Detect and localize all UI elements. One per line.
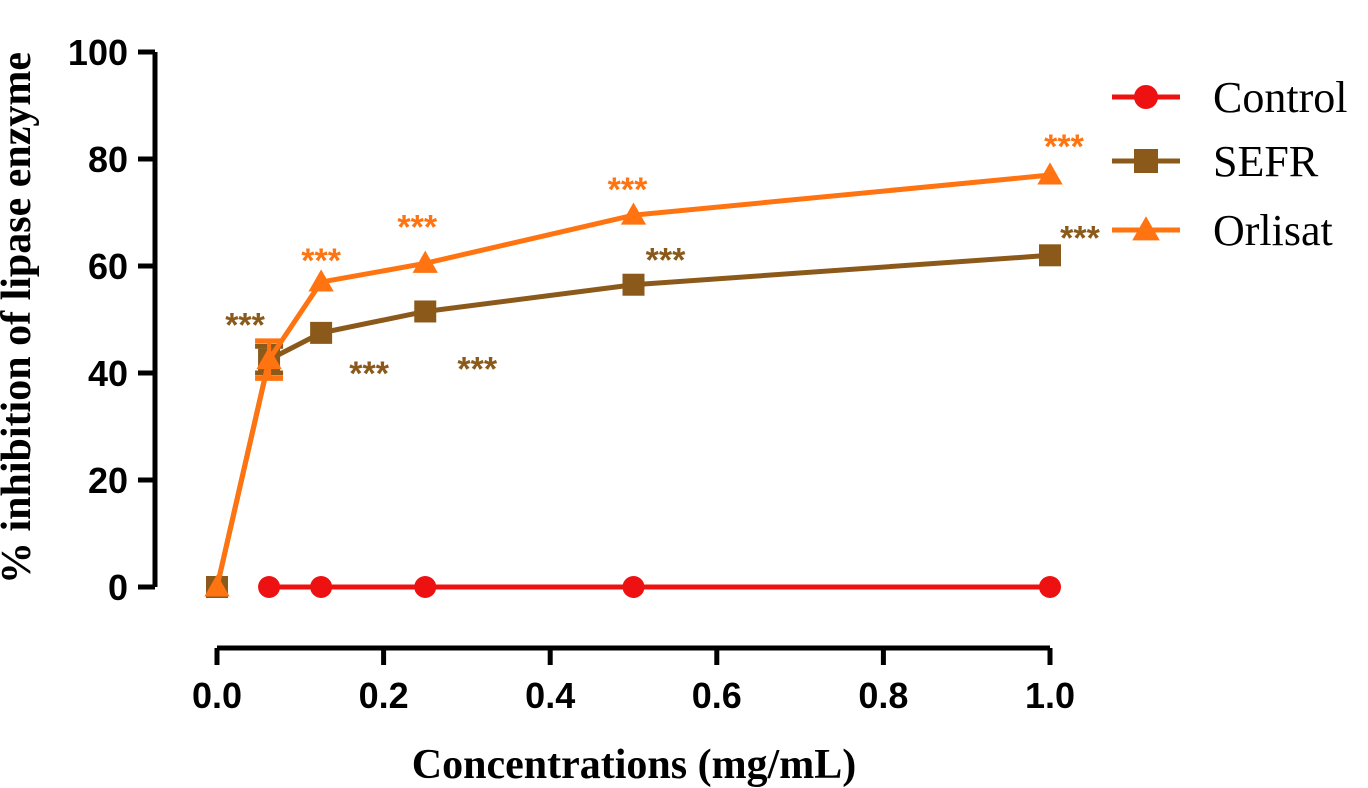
significance-orlisat: *** *** *** *** [301,128,1084,280]
legend-label: SEFR [1213,137,1319,186]
data-point [622,273,645,296]
significance-label: *** [397,208,437,246]
legend-marker [1132,216,1160,241]
x-tick-label: 0.2 [359,675,409,716]
significance-label: *** [301,242,341,280]
series-control [258,576,1061,598]
data-point [414,300,437,323]
significance-label: *** [457,350,497,388]
data-point [310,576,333,598]
y-tick-label: 100 [68,32,128,73]
data-point [258,576,281,598]
data-point [1039,576,1061,598]
data-point [622,576,645,598]
y-tick-label: 60 [88,246,128,287]
y-axis-title: % inhibition of lipase enzyme [0,52,40,584]
y-tick-label: 0 [108,567,128,608]
significance-label: *** [349,355,389,393]
x-tick-label: 0.4 [525,675,575,716]
x-tick-label: 0.6 [692,675,742,716]
y-tick-label: 40 [88,353,128,394]
data-point [414,576,437,598]
legend-item-sefr: SEFR [1112,137,1319,186]
legend-item-control: Control [1112,73,1347,122]
x-axis-ticks: 0.0 0.2 0.4 0.6 0.8 1.0 [192,648,1075,716]
series-line [214,252,1051,588]
legend-label: Orlisat [1213,206,1333,255]
x-tick-label: 1.0 [1025,675,1075,716]
legend-label: Control [1213,73,1347,122]
data-point [310,321,333,344]
plot-area: *** *** *** *** *** *** *** *** *** [204,128,1101,598]
y-tick-label: 80 [88,139,128,180]
data-point [620,202,647,225]
data-point [204,574,230,597]
series-orlisat [204,162,1063,597]
legend-marker [1134,85,1158,109]
legend: Control SEFR Orlisat [1112,73,1347,255]
significance-label: *** [225,307,265,345]
data-point [1037,162,1063,185]
y-tick-label: 20 [88,460,128,501]
data-point [1039,244,1061,267]
significance-label: *** [608,171,648,209]
significance-sefr: *** *** *** *** *** [225,219,1100,393]
data-point [308,269,334,292]
x-tick-label: 0.0 [192,675,242,716]
legend-item-orlisat: Orlisat [1112,206,1333,255]
significance-label: *** [1044,128,1084,166]
x-axis-title: Concentrations (mg/mL) [412,742,856,788]
series-sefr [206,244,1061,598]
x-tick-label: 0.8 [858,675,908,716]
series-line [214,172,1051,588]
significance-label: *** [1060,219,1100,257]
data-point [256,346,282,370]
legend-marker [1134,149,1158,173]
data-point [412,250,438,273]
significance-label: *** [646,242,686,280]
y-axis-ticks: 0 20 40 60 80 100 [68,32,155,608]
